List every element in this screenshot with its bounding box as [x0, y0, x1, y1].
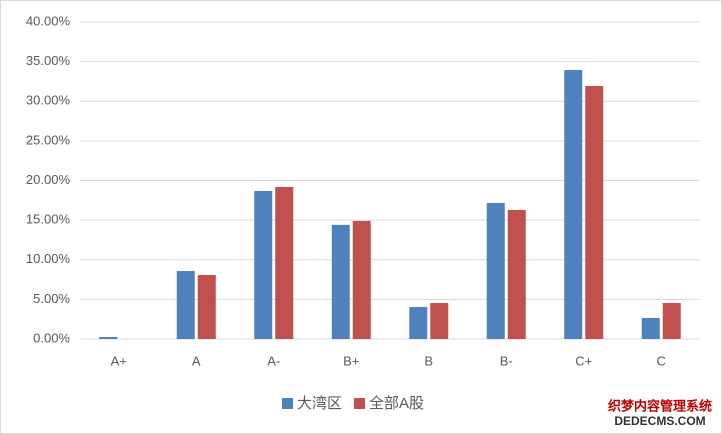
bar [275, 186, 294, 339]
y-tick-label: 20.00% [26, 172, 71, 187]
bar [486, 203, 505, 339]
y-tick-label: 25.00% [26, 132, 71, 147]
x-tick-label: C+ [575, 353, 592, 368]
bar [409, 306, 428, 339]
x-tick-label: B [424, 353, 433, 368]
legend: 大湾区 全部A股 [282, 394, 424, 412]
y-tick-label: 5.00% [33, 291, 70, 306]
x-tick-label: B- [500, 353, 513, 368]
x-tick-label: A [192, 353, 201, 368]
y-tick-label: 40.00% [26, 13, 71, 28]
x-tick-label: B+ [343, 353, 359, 368]
bar [99, 337, 118, 339]
bar [564, 70, 583, 339]
legend-label: 全部A股 [369, 394, 424, 412]
bar [430, 303, 449, 339]
bar [662, 303, 681, 339]
y-tick-label: 10.00% [26, 251, 71, 266]
legend-label: 大湾区 [297, 395, 342, 412]
bar [507, 209, 526, 339]
bar [585, 86, 604, 339]
x-tick-label: C [657, 353, 666, 368]
legend-swatch [282, 398, 293, 409]
bar [641, 317, 660, 339]
watermark: 织梦内容管理系统 [608, 398, 712, 413]
y-tick-label: 0.00% [33, 330, 70, 345]
legend-swatch [354, 398, 366, 409]
watermark: DEDECMS.COM [614, 414, 705, 428]
bar [254, 190, 273, 339]
y-tick-label: 15.00% [26, 212, 71, 227]
bar [197, 274, 216, 339]
y-tick-label: 30.00% [26, 93, 71, 108]
x-tick-label: A+ [111, 353, 127, 368]
bar [176, 271, 195, 339]
bar [352, 220, 371, 339]
x-tick-label: A- [267, 353, 280, 368]
bar [331, 224, 350, 339]
y-tick-label: 35.00% [26, 53, 71, 68]
